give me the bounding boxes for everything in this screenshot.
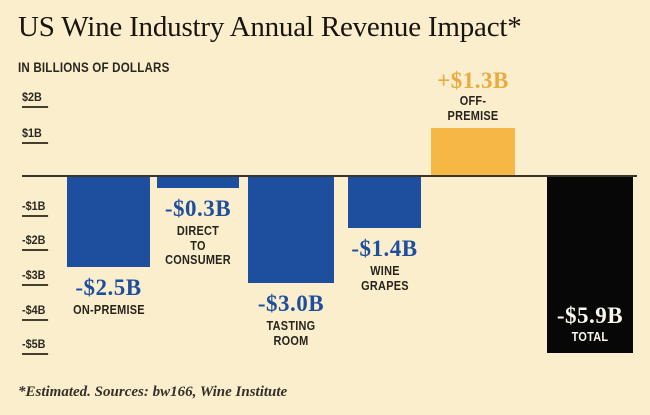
bar-direct-to-consumer [157,176,239,188]
chart-units-label: IN BILLIONS OF DOLLARS [18,60,170,75]
bar-tasting-room [248,176,334,283]
y-axis-tick: -$4B [22,304,49,321]
y-axis-tick: -$5B [22,338,49,355]
source-footnote: *Estimated. Sources: bw166, Wine Institu… [18,384,288,400]
y-axis-tick: -$3B [22,269,49,286]
bar-category-label-on-premise: ON-PREMISE [72,302,145,317]
bar-value-label-on-premise: -$2.5B [75,275,142,300]
bar-category-label-total: TOTAL [571,329,609,344]
bar-value-label-off-premise: +$1.3B [437,68,509,93]
bar-value-label-tasting-room: -$3.0B [257,291,325,316]
chart-title: US Wine Industry Annual Revenue Impact* [18,11,522,43]
bar-value-label-direct-to-consumer: -$0.3B [164,196,232,221]
bar-wine-grapes [348,176,421,228]
y-axis-tick: -$2B [22,234,49,251]
y-axis-tick: $2B [22,91,49,108]
y-axis-tick: -$1B [22,200,49,217]
bar-off-premise [431,128,515,176]
bar-on-premise [67,176,150,267]
zero-axis-line [22,175,637,177]
bar-category-label-off-premise: OFF- PREMISE [447,93,499,123]
y-axis-tick: $1B [22,127,49,144]
bar-category-label-tasting-room: TASTING ROOM [266,318,316,348]
bar-value-label-wine-grapes: -$1.4B [351,236,418,261]
bar-category-label-wine-grapes: WINE GRAPES [360,263,409,293]
bar-category-label-direct-to-consumer: DIRECT TO CONSUMER [165,223,231,268]
bar-value-label-total: -$5.9B [556,303,624,328]
bar-total [547,176,633,353]
